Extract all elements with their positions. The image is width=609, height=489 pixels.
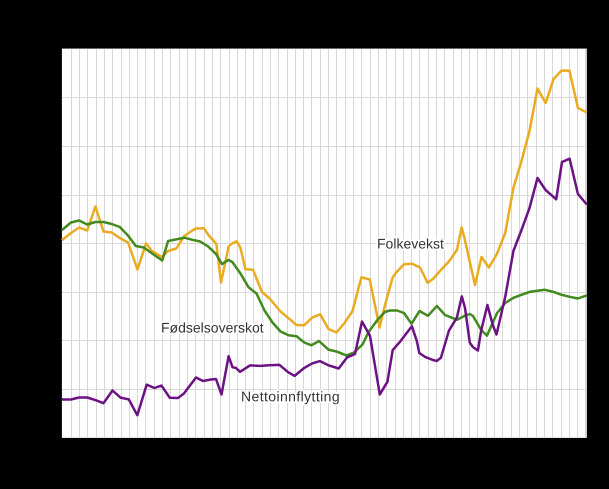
svg-text:Fødselsoverskot: Fødselsoverskot	[161, 320, 264, 336]
svg-text:Folkevekst: Folkevekst	[377, 236, 444, 252]
svg-text:Nettoinnflytting: Nettoinnflytting	[241, 388, 340, 404]
